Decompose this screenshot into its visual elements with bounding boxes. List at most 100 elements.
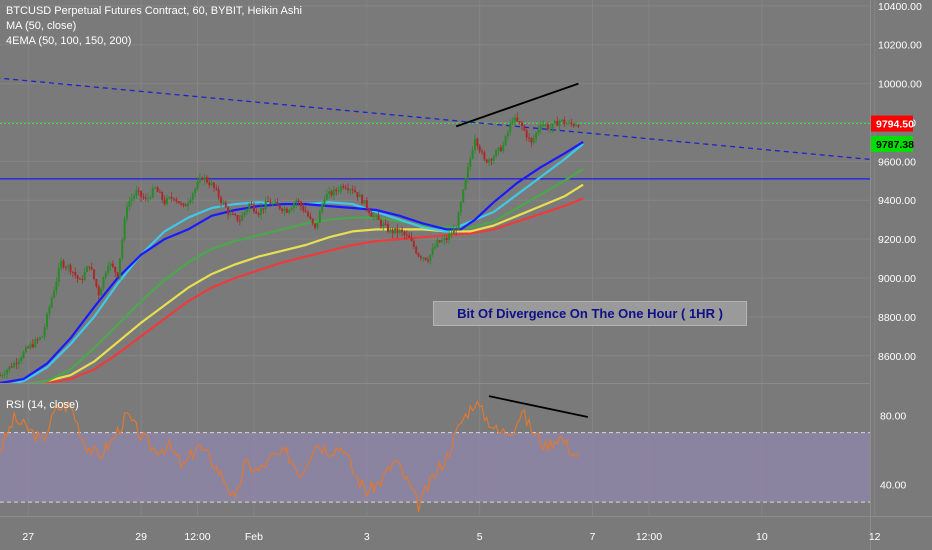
candle-body[interactable] — [168, 196, 171, 198]
ema100-line[interactable] — [0, 168, 584, 387]
candle-body[interactable] — [419, 256, 422, 258]
candle-body[interactable] — [198, 177, 201, 182]
candle-body[interactable] — [497, 147, 500, 151]
candle-body[interactable] — [53, 290, 56, 298]
rsi-indicator-label[interactable]: RSI (14, close) — [6, 399, 79, 411]
candle-body[interactable] — [314, 223, 317, 228]
candle-body[interactable] — [568, 122, 571, 124]
candle-body[interactable] — [539, 125, 542, 130]
candle-body[interactable] — [551, 123, 554, 129]
candle-body[interactable] — [161, 192, 164, 200]
candle-body[interactable] — [133, 195, 136, 199]
candle-body[interactable] — [485, 159, 488, 163]
candle-body[interactable] — [297, 200, 300, 202]
candle-body[interactable] — [405, 234, 408, 236]
candle-body[interactable] — [255, 211, 258, 214]
candle-body[interactable] — [443, 238, 446, 241]
candle-body[interactable] — [64, 267, 67, 269]
candle-body[interactable] — [0, 375, 1, 377]
candle-body[interactable] — [151, 188, 154, 198]
candle-body[interactable] — [203, 177, 206, 180]
candle-body[interactable] — [513, 117, 516, 122]
last-price-tag[interactable]: 9794.50 — [876, 119, 914, 131]
candle-body[interactable] — [222, 202, 225, 204]
candle-body[interactable] — [93, 269, 96, 280]
candle-body[interactable] — [563, 119, 566, 124]
candle-body[interactable] — [502, 145, 505, 152]
candle-body[interactable] — [46, 313, 49, 328]
candle-body[interactable] — [8, 366, 11, 371]
candle-body[interactable] — [351, 189, 354, 191]
candle-body[interactable] — [488, 159, 491, 163]
candle-body[interactable] — [154, 187, 157, 189]
candle-body[interactable] — [452, 228, 455, 235]
candle-body[interactable] — [13, 363, 16, 368]
candle-body[interactable] — [215, 187, 218, 190]
candle-body[interactable] — [142, 196, 145, 198]
candle-body[interactable] — [260, 208, 262, 215]
candle-body[interactable] — [24, 347, 27, 352]
candle-body[interactable] — [27, 347, 30, 349]
candle-body[interactable] — [549, 128, 552, 130]
candle-body[interactable] — [483, 152, 486, 160]
ema200-line[interactable] — [0, 197, 584, 387]
candle-body[interactable] — [31, 344, 34, 348]
candle-body[interactable] — [43, 327, 46, 337]
candle-body[interactable] — [102, 277, 105, 289]
candle-body[interactable] — [55, 281, 58, 291]
candle-body[interactable] — [210, 182, 213, 186]
candle-body[interactable] — [128, 201, 131, 207]
candle-body[interactable] — [135, 190, 138, 196]
divergence-annotation[interactable]: Bit Of Divergence On The One Hour ( 1HR … — [433, 301, 747, 326]
candle-body[interactable] — [194, 188, 197, 194]
candle-body[interactable] — [36, 339, 39, 341]
candle-body[interactable] — [318, 211, 321, 223]
candle-body[interactable] — [48, 307, 51, 314]
candle-body[interactable] — [570, 122, 573, 124]
candle-body[interactable] — [462, 189, 465, 203]
candle-body[interactable] — [386, 224, 389, 232]
candle-body[interactable] — [10, 366, 13, 368]
candle-body[interactable] — [100, 288, 103, 296]
candle-body[interactable] — [104, 272, 107, 278]
candle-body[interactable] — [434, 246, 436, 249]
candle-body[interactable] — [511, 121, 514, 124]
candle-body[interactable] — [417, 253, 420, 257]
candle-body[interactable] — [309, 216, 312, 219]
candle-body[interactable] — [553, 121, 556, 124]
candle-body[interactable] — [285, 208, 288, 213]
rsi-line[interactable] — [0, 399, 579, 513]
candle-body[interactable] — [560, 119, 563, 121]
candle-body[interactable] — [60, 260, 63, 268]
candle-body[interactable] — [495, 150, 498, 157]
candle-body[interactable] — [90, 267, 93, 270]
candle-body[interactable] — [455, 228, 458, 231]
candle-body[interactable] — [379, 219, 382, 227]
candle-body[interactable] — [342, 186, 345, 188]
candle-body[interactable] — [109, 263, 112, 266]
candle-body[interactable] — [262, 208, 265, 210]
candle-body[interactable] — [471, 150, 474, 159]
candle-body[interactable] — [95, 279, 98, 287]
candle-body[interactable] — [257, 213, 260, 215]
candle-body[interactable] — [391, 229, 394, 234]
candle-body[interactable] — [368, 208, 371, 214]
candle-body[interactable] — [572, 123, 575, 126]
candle-body[interactable] — [229, 214, 232, 216]
candle-body[interactable] — [17, 361, 20, 365]
candle-body[interactable] — [473, 138, 476, 151]
candle-body[interactable] — [281, 208, 284, 212]
candle-body[interactable] — [424, 257, 427, 260]
candle-body[interactable] — [57, 267, 60, 282]
candle-body[interactable] — [422, 257, 425, 259]
candle-body[interactable] — [149, 197, 152, 199]
candle-body[interactable] — [466, 167, 469, 179]
candle-body[interactable] — [332, 189, 335, 196]
candle-body[interactable] — [450, 234, 453, 236]
candle-body[interactable] — [20, 357, 23, 362]
candle-body[interactable] — [544, 124, 547, 126]
candle-body[interactable] — [78, 278, 81, 280]
candle-body[interactable] — [546, 124, 549, 130]
candle-body[interactable] — [445, 238, 448, 241]
